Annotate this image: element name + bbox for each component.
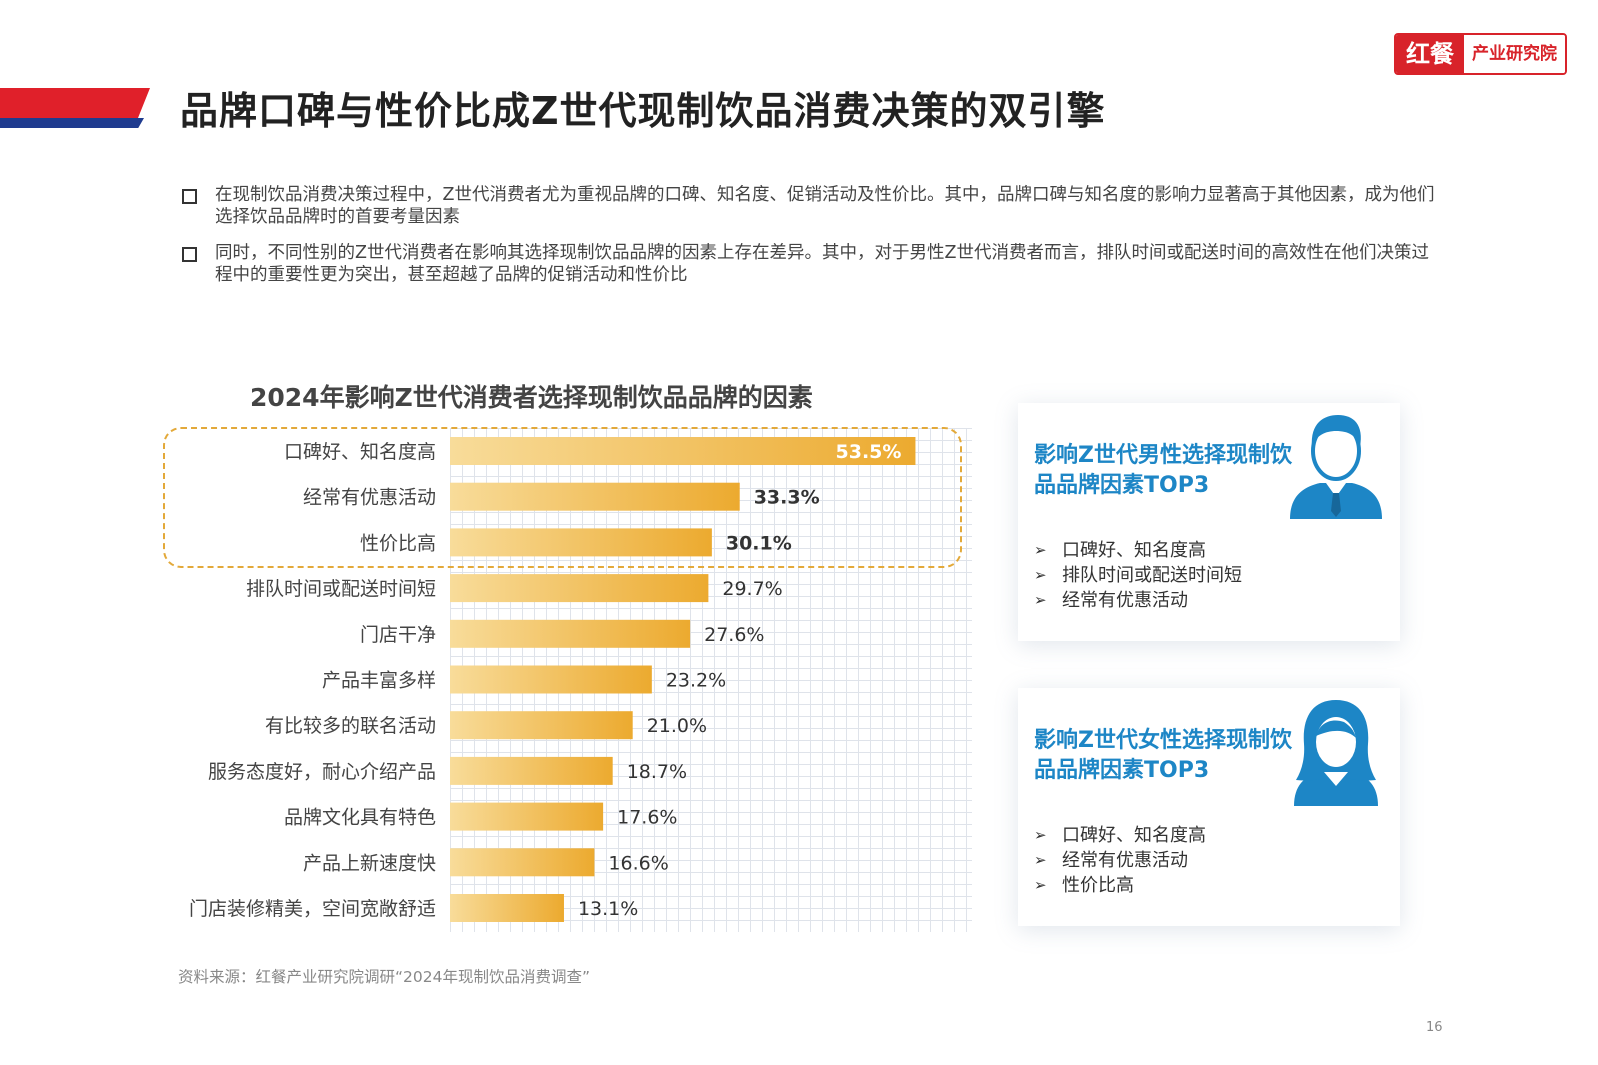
square-bullet-icon bbox=[182, 189, 197, 204]
male-panel-title: 影响Z世代男性选择现制饮品品牌因素TOP3 bbox=[1034, 443, 1292, 498]
category-label: 有比较多的联名活动 bbox=[265, 715, 436, 737]
page-title: 品牌口碑与性价比成Z世代现制饮品消费决策的双引擎 bbox=[180, 89, 1106, 133]
male-user-icon bbox=[1290, 415, 1382, 519]
summary-bullets: 在现制饮品消费决策过程中，Z世代消费者尤为重视品牌的口碑、知名度、促销活动及性价… bbox=[182, 184, 1442, 300]
value-label: 18.7% bbox=[627, 761, 687, 783]
bar bbox=[450, 574, 709, 603]
logo-main-text: 红餐 bbox=[1396, 35, 1464, 73]
value-label: 13.1% bbox=[578, 898, 638, 920]
category-label: 产品丰富多样 bbox=[322, 670, 436, 692]
bullet-text: 同时，不同性别的Z世代消费者在影响其选择现制饮品品牌的因素上存在差异。其中，对于… bbox=[215, 243, 1429, 285]
bar bbox=[450, 756, 613, 785]
category-label: 产品上新速度快 bbox=[303, 852, 436, 874]
value-label: 21.0% bbox=[647, 715, 707, 737]
category-label: 口碑好、知名度高 bbox=[284, 441, 436, 463]
square-bullet-icon bbox=[182, 247, 197, 262]
list-item: ➢ 性价比高 bbox=[1034, 875, 1134, 896]
value-label: 33.3% bbox=[754, 487, 820, 509]
female-panel-title: 影响Z世代女性选择现制饮品品牌因素TOP3 bbox=[1034, 728, 1292, 783]
bullet-item: 同时，不同性别的Z世代消费者在影响其选择现制饮品品牌的因素上存在差异。其中，对于… bbox=[182, 242, 1442, 286]
bar bbox=[450, 894, 564, 922]
arrow-right-icon: ➢ bbox=[1034, 826, 1047, 844]
list-item: ➢ 口碑好、知名度高 bbox=[1034, 540, 1206, 561]
male-top3-panel: 影响Z世代男性选择现制饮品品牌因素TOP3 ➢ 口碑好、知名度高 ➢ 排队时间或配送… bbox=[1018, 403, 1400, 641]
female-factor-list: ➢ 口碑好、知名度高 ➢ 经常有优惠活动 ➢ 性价比高 bbox=[1034, 823, 1206, 898]
bar bbox=[450, 665, 652, 694]
category-label: 服务态度好，耐心介绍产品 bbox=[208, 761, 436, 783]
value-label: 30.1% bbox=[726, 532, 792, 554]
data-source-note: 资料来源：红餐产业研究院调研“2024年现制饮品消费调查” bbox=[178, 968, 591, 986]
list-item: ➢ 排队时间或配送时间短 bbox=[1034, 565, 1242, 586]
header-accent-blue bbox=[0, 118, 144, 128]
arrow-right-icon: ➢ bbox=[1034, 541, 1047, 559]
header-accent-red bbox=[0, 88, 150, 118]
category-label: 门店干净 bbox=[360, 624, 436, 646]
bar bbox=[450, 437, 916, 465]
list-item: ➢ 经常有优惠活动 bbox=[1034, 590, 1188, 611]
bar bbox=[450, 482, 740, 511]
list-item: ➢ 口碑好、知名度高 bbox=[1034, 825, 1206, 846]
value-label: 23.2% bbox=[666, 670, 726, 692]
bar bbox=[450, 619, 691, 648]
female-user-icon bbox=[1294, 700, 1378, 806]
arrow-right-icon: ➢ bbox=[1034, 591, 1047, 609]
arrow-right-icon: ➢ bbox=[1034, 851, 1047, 869]
value-label: 53.5% bbox=[836, 441, 902, 463]
logo-sub-text: 产业研究院 bbox=[1464, 35, 1565, 73]
bullet-text: 在现制饮品消费决策过程中，Z世代消费者尤为重视品牌的口碑、知名度、促销活动及性价… bbox=[215, 185, 1435, 227]
male-factor-list: ➢ 口碑好、知名度高 ➢ 排队时间或配送时间短 ➢ 经常有优惠活动 bbox=[1034, 538, 1242, 613]
arrow-right-icon: ➢ bbox=[1034, 876, 1047, 894]
top3-highlight-box bbox=[163, 427, 962, 568]
value-label: 27.6% bbox=[704, 624, 764, 646]
brand-logo: 红餐 产业研究院 bbox=[1394, 33, 1567, 75]
value-label: 29.7% bbox=[722, 578, 782, 600]
category-label: 品牌文化具有特色 bbox=[284, 807, 436, 829]
category-label: 排队时间或配送时间短 bbox=[246, 578, 436, 600]
category-label: 门店装修精美，空间宽敞舒适 bbox=[189, 898, 436, 920]
category-label: 经常有优惠活动 bbox=[303, 487, 436, 509]
bar bbox=[450, 848, 595, 877]
value-label: 16.6% bbox=[608, 852, 668, 874]
value-label: 17.6% bbox=[617, 807, 677, 829]
chart-title: 2024年影响Z世代消费者选择现制饮品品牌的因素 bbox=[250, 383, 813, 412]
bar bbox=[450, 528, 712, 557]
bar bbox=[450, 711, 633, 740]
bullet-item: 在现制饮品消费决策过程中，Z世代消费者尤为重视品牌的口碑、知名度、促销活动及性价… bbox=[182, 184, 1442, 228]
female-top3-panel: 影响Z世代女性选择现制饮品品牌因素TOP3 ➢ 口碑好、知名度高 ➢ 经常有优惠活动… bbox=[1018, 688, 1400, 926]
arrow-right-icon: ➢ bbox=[1034, 566, 1047, 584]
category-label: 性价比高 bbox=[360, 532, 436, 554]
list-item: ➢ 经常有优惠活动 bbox=[1034, 850, 1188, 871]
page-number: 16 bbox=[1426, 1020, 1443, 1035]
bar bbox=[450, 802, 604, 831]
